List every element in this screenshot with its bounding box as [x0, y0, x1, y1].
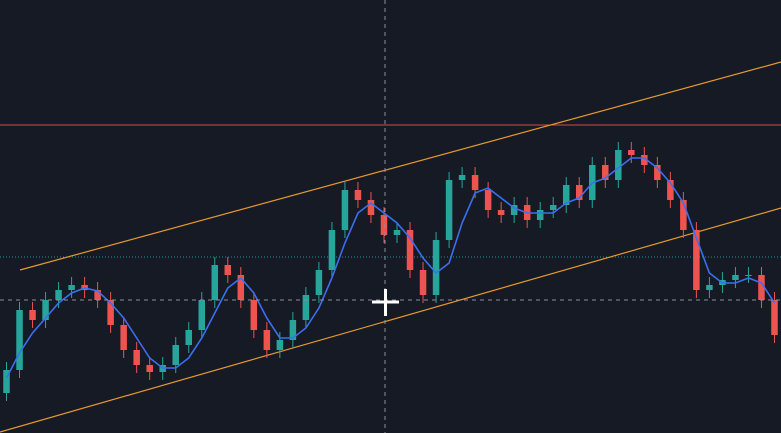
candle-body [94, 290, 101, 300]
candle-body [406, 230, 414, 270]
candle-body [302, 295, 310, 320]
candle-body [393, 230, 401, 235]
candle-body [185, 330, 192, 345]
moving-average [5, 157, 776, 379]
candle-body [133, 350, 140, 365]
candle-body [172, 345, 179, 365]
candle-body [237, 275, 245, 300]
candle-body [419, 270, 427, 295]
candle-body [562, 185, 570, 205]
candle-body [315, 270, 323, 295]
candle-body [771, 300, 778, 335]
candle-body [654, 165, 661, 180]
candle-body [497, 210, 505, 215]
candle-body [211, 265, 219, 300]
candle-body [55, 290, 62, 300]
candle-body [341, 190, 349, 230]
plot [3, 142, 778, 401]
candle-body [602, 165, 609, 180]
candle-body [68, 285, 75, 290]
candle-body [198, 300, 206, 330]
candle-body [667, 180, 674, 200]
candle-body [120, 325, 127, 350]
candle-body [758, 275, 765, 300]
candle-body [745, 275, 752, 276]
candle-body [693, 230, 700, 290]
candle-body [641, 155, 648, 165]
candle-body [575, 185, 583, 200]
channel-upper [19, 61, 781, 271]
candle-body [706, 285, 713, 290]
cursor [372, 289, 399, 316]
candle-body [107, 300, 114, 325]
candle-body [471, 175, 479, 190]
channel-lower [0, 207, 781, 433]
candle-body [380, 215, 388, 235]
candle-body [289, 320, 297, 340]
candle-body [628, 150, 635, 155]
candle-body [328, 230, 336, 270]
candle-body [263, 330, 271, 350]
candle-body [510, 205, 518, 215]
candle-body [367, 200, 375, 215]
candle-body [16, 310, 23, 370]
candle-body [732, 275, 739, 280]
candle-body [29, 310, 36, 320]
candle-body [224, 265, 232, 275]
candle-body [276, 340, 284, 350]
candle-body [680, 200, 687, 230]
candle-body [484, 190, 492, 210]
candle-body [549, 205, 557, 210]
candle-body [432, 240, 440, 295]
candle-body [3, 370, 10, 393]
candle-body [42, 300, 49, 320]
candle-body [458, 175, 466, 180]
candle-body [536, 210, 544, 220]
candle-body [445, 180, 453, 240]
candle-body [354, 190, 362, 200]
candle-body [615, 150, 622, 180]
candle-body [146, 365, 153, 372]
candle-body [250, 300, 258, 330]
